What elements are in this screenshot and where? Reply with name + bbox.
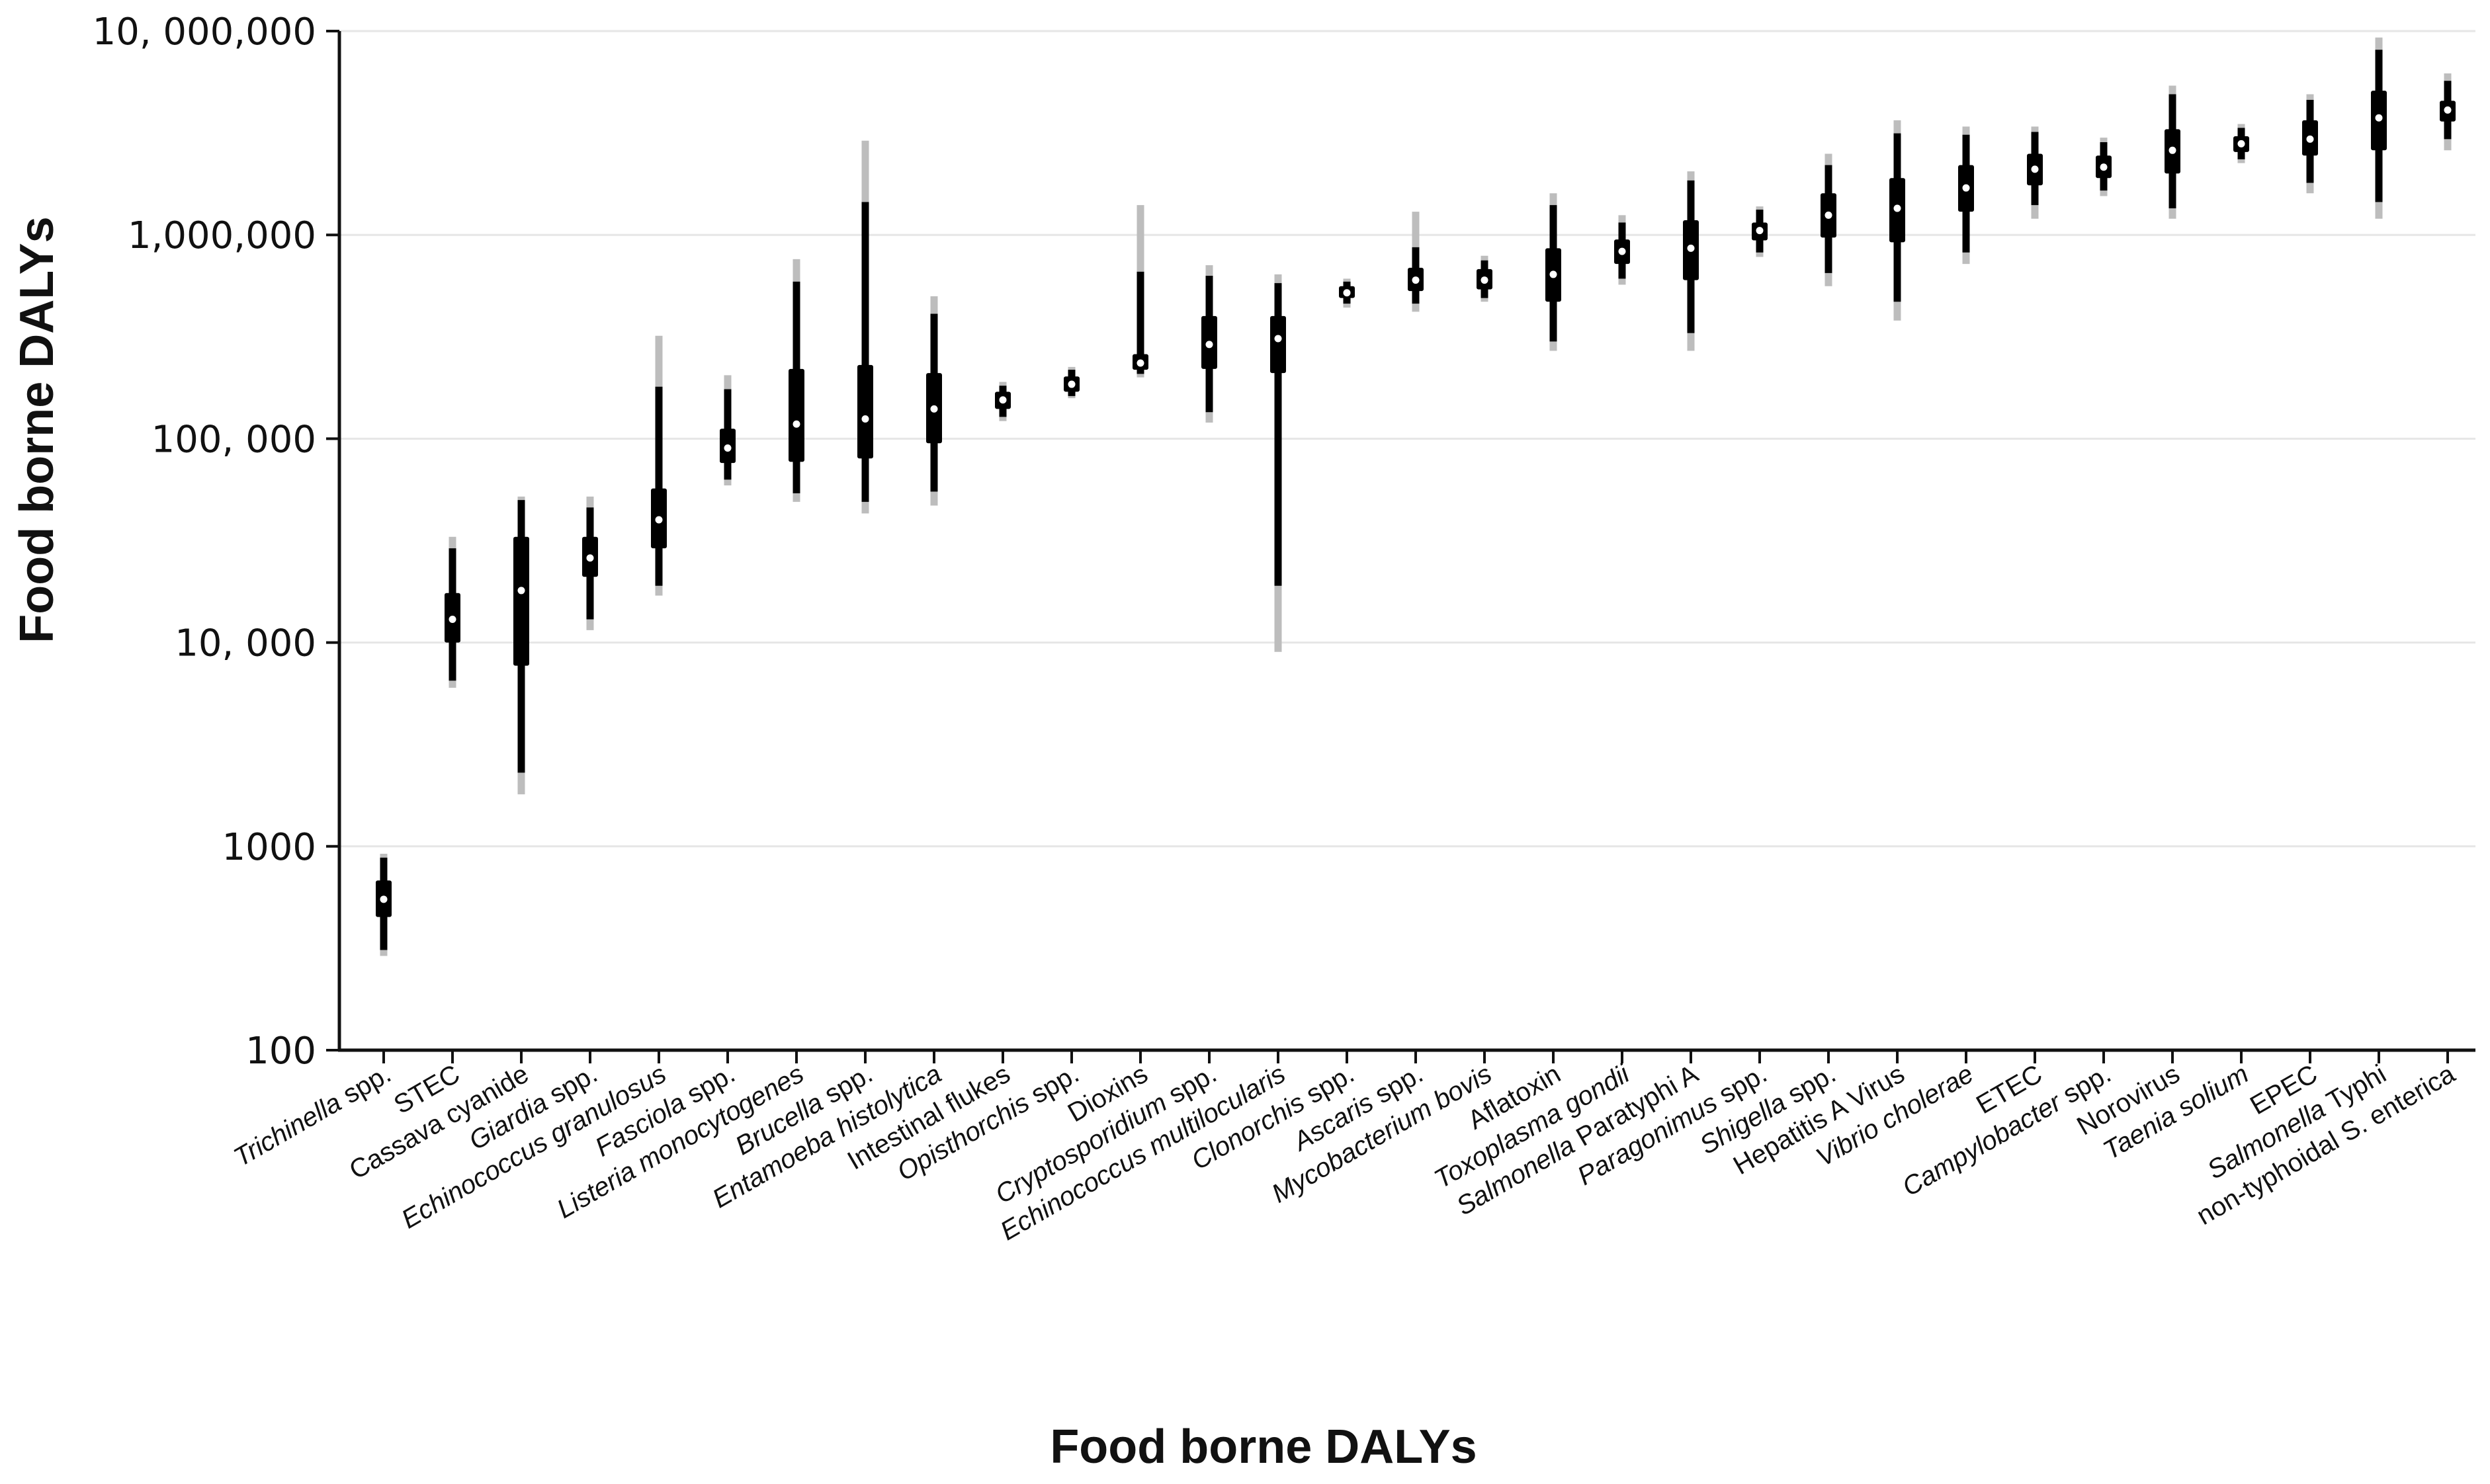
- median-point: [1481, 276, 1488, 284]
- interval-group: [513, 496, 529, 795]
- median-point: [1893, 204, 1901, 212]
- median-point: [586, 554, 594, 562]
- median-point: [1756, 227, 1764, 235]
- interval-group: [1683, 171, 1699, 351]
- interval-group: [2371, 37, 2387, 219]
- interval-group: [926, 296, 942, 506]
- y-tick-label: 1,000,000: [128, 214, 316, 257]
- interval-group: [1958, 126, 1974, 265]
- median-point: [1962, 184, 1970, 192]
- median-point: [2444, 106, 2452, 114]
- interval-group: [651, 335, 667, 596]
- interval-iqr-box: [857, 364, 873, 459]
- interval-group: [1821, 153, 1836, 286]
- y-tick-label: 1000: [222, 826, 316, 869]
- median-point: [2306, 135, 2314, 143]
- interval-group: [1408, 212, 1424, 312]
- axes: [337, 31, 2475, 1052]
- interval-group: [1545, 193, 1561, 351]
- median-point: [1068, 380, 1076, 388]
- median-point: [930, 405, 938, 413]
- x-tick-label-text: spp.: [331, 1059, 396, 1113]
- interval-group: [376, 853, 392, 956]
- interval-group: [995, 382, 1011, 421]
- interval-iqr-box: [1270, 315, 1286, 374]
- interval-group: [2440, 73, 2456, 151]
- y-tick-label: 10, 000,000: [93, 11, 316, 54]
- median-point: [861, 415, 869, 423]
- interval-group: [2302, 94, 2318, 194]
- interval-group: [1339, 278, 1355, 308]
- interval-group: [1270, 274, 1286, 652]
- median-point: [1825, 211, 1832, 219]
- interval-group: [445, 536, 460, 688]
- median-point: [793, 420, 800, 428]
- interval-group: [2096, 138, 2112, 196]
- x-tick-label-italic: Trichinella: [229, 1088, 346, 1173]
- interval-group: [2233, 124, 2249, 163]
- interval-group: [582, 496, 598, 630]
- median-point: [380, 895, 388, 903]
- median-point: [2031, 165, 2039, 173]
- interval-group: [1614, 215, 1630, 285]
- interval-iqr-box: [513, 536, 529, 666]
- y-tick-label: 10, 000: [175, 622, 316, 665]
- interval-marks: [376, 37, 2456, 956]
- interval-group: [2165, 85, 2180, 219]
- interval-group: [720, 375, 736, 486]
- interval-group: [1064, 366, 1080, 399]
- interval-group: [1133, 205, 1148, 378]
- interval-iqr-box: [789, 368, 804, 462]
- median-point: [2100, 163, 2108, 171]
- y-ticks: 100 1000 10, 000 100, 000 1,000,000 10, 000,0…: [93, 11, 339, 1073]
- interval-group: [1752, 206, 1768, 257]
- y-tick-label: 100, 000: [151, 418, 316, 461]
- interval-group: [2027, 126, 2043, 219]
- interval-group: [1201, 265, 1217, 423]
- median-point: [1412, 276, 1420, 284]
- interval-group: [1889, 120, 1905, 321]
- median-point: [2168, 146, 2176, 154]
- median-point: [1137, 359, 1144, 367]
- median-point: [999, 396, 1007, 404]
- median-point: [724, 444, 732, 452]
- x-axis-title: Food borne DALYs: [1050, 1421, 1477, 1473]
- y-tick-label: 100: [245, 1030, 316, 1073]
- median-point: [1343, 289, 1351, 297]
- median-point: [655, 516, 663, 524]
- median-point: [2375, 114, 2383, 122]
- median-point: [2237, 140, 2245, 147]
- interval-group: [789, 259, 804, 502]
- median-point: [1687, 244, 1695, 252]
- interval-group: [857, 140, 873, 514]
- median-point: [1205, 341, 1213, 349]
- median-point: [517, 587, 525, 595]
- median-point: [1549, 270, 1557, 278]
- median-point: [449, 615, 456, 623]
- median-point: [1274, 335, 1282, 343]
- y-axis-title: Food borne DALYs: [11, 216, 64, 643]
- median-point: [1618, 247, 1626, 255]
- interval-group: [1477, 255, 1492, 302]
